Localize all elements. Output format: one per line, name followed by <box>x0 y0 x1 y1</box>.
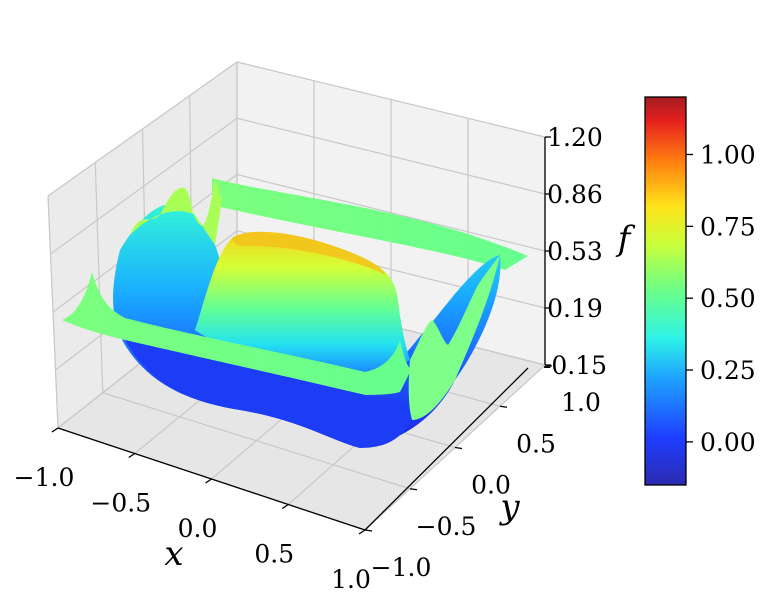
y-axis-label: y <box>498 487 520 527</box>
surface-front-plateau <box>62 272 412 395</box>
x-tick-mark <box>281 503 289 510</box>
y-tick-mark <box>454 446 463 450</box>
x-tick-mark <box>51 427 59 433</box>
x-tick-mark <box>205 478 212 484</box>
x-ticks: −1.0 −0.5 0.0 0.5 1.0 <box>14 427 371 594</box>
colorbar-tick-label: 0.75 <box>700 212 756 241</box>
floor-gridline-y <box>102 392 411 490</box>
colorbar-bar <box>644 96 687 486</box>
y-tick-mark <box>364 529 373 532</box>
x-tick-label: 0.5 <box>254 540 294 569</box>
y-tick-label: 1.0 <box>561 388 601 417</box>
x-tick-mark <box>128 452 136 459</box>
colorbar-tick-label: 0.25 <box>700 356 756 385</box>
surface-ridge-crest <box>232 231 386 275</box>
surface-left-spikes <box>130 178 222 245</box>
x-tick-label: −1.0 <box>14 463 75 492</box>
z-tick-label: 0.86 <box>547 180 603 209</box>
z-tick-label: 0.19 <box>547 294 603 323</box>
surface-front-edge <box>125 340 412 448</box>
surface-back-plateau <box>212 178 528 270</box>
left-gridline-vertical <box>47 195 59 429</box>
colorbar-tick-label: 0.50 <box>700 284 756 313</box>
z-axis-label: f <box>615 219 636 259</box>
y-tick-label: −1.0 <box>371 553 432 582</box>
colorbar-ticks: 0.00 0.25 0.50 0.75 1.00 <box>686 140 756 457</box>
colorbar-tick-label: 0.00 <box>700 428 756 457</box>
y-tick-label: 0.0 <box>471 471 511 500</box>
surface-plot <box>62 178 528 448</box>
colorbar: 0.00 0.25 0.50 0.75 1.00 <box>644 96 756 486</box>
surface-central-ridge <box>195 231 410 372</box>
surface-right-spikes <box>408 255 500 420</box>
x-tick-label: 1.0 <box>331 565 371 594</box>
colorbar-tick-label: 1.00 <box>700 140 756 169</box>
y-tick-label: 0.5 <box>516 429 556 458</box>
z-tick-label: 1.20 <box>547 123 603 152</box>
left-gridline-vertical <box>94 162 104 393</box>
y-tick-mark <box>499 405 508 408</box>
z-ticks: -0.15 0.19 0.53 0.86 1.20 <box>543 123 607 380</box>
x-axis-label: x <box>164 534 183 574</box>
y-tick-label: −0.5 <box>416 512 477 541</box>
y-axis-line <box>364 367 529 531</box>
z-tick-label: -0.15 <box>543 351 607 380</box>
x-tick-label: −0.5 <box>90 489 151 518</box>
y-tick-mark <box>409 488 418 491</box>
y-ticks: −1.0 −0.5 0.00.51.0 <box>364 364 601 582</box>
x-tick-label: 0.0 <box>178 514 218 543</box>
x-tick-mark <box>358 529 366 535</box>
z-tick-label: 0.53 <box>547 237 603 266</box>
